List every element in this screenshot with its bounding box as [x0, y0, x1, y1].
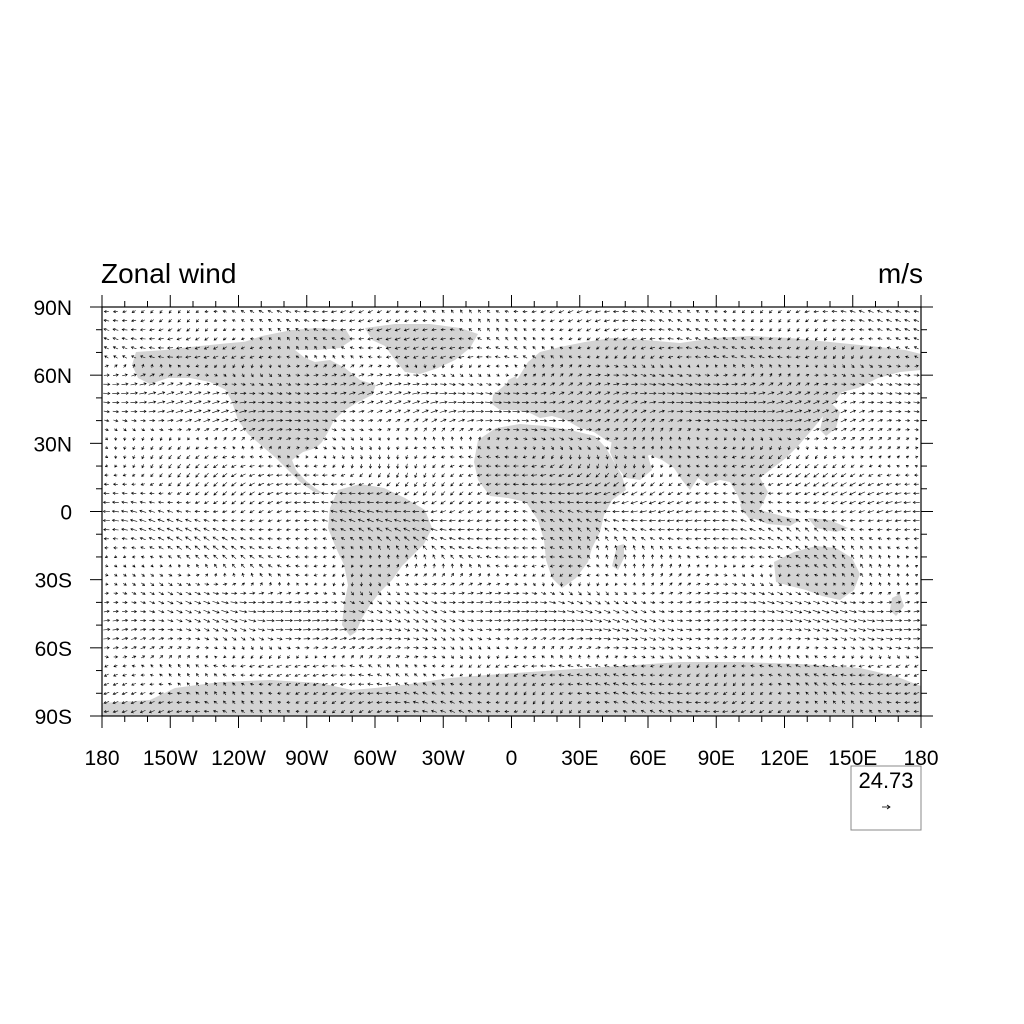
arabia-landmass: [610, 440, 652, 480]
y-tick-label: 60N: [33, 365, 72, 388]
new-zealand-landmass: [890, 594, 904, 616]
y-tick-label: 90N: [33, 297, 72, 320]
x-tick-label: 150E: [828, 747, 877, 770]
reference-vector-box: [850, 765, 922, 831]
y-tick-label: 60S: [35, 638, 72, 661]
x-tick-label: 90E: [698, 747, 735, 770]
indonesia-landmass: [740, 504, 800, 526]
x-tick-label: 60E: [629, 747, 666, 770]
y-tick-label: 0: [60, 502, 72, 525]
australia-landmass: [774, 546, 860, 600]
x-tick-label: 30W: [422, 747, 465, 770]
y-tick-label: 90S: [35, 706, 72, 729]
antarctica-landmass: [102, 662, 921, 716]
wind-vector-field: [102, 309, 921, 714]
south-america-landmass: [328, 484, 432, 636]
y-tick-label: 30N: [33, 433, 72, 456]
x-tick-label: 30E: [561, 747, 598, 770]
y-tick-labels: 90N 60N 30N 0 30S 60S 90S: [33, 297, 72, 729]
greenland-landmass: [365, 324, 478, 374]
axis-ticks: [90, 295, 933, 728]
africa-landmass: [474, 424, 626, 588]
x-tick-label: 0: [506, 747, 518, 770]
north-america-landmass: [132, 340, 376, 494]
x-tick-label: 150W: [143, 747, 198, 770]
arctic-islands-landmass: [238, 328, 352, 350]
x-tick-label: 120W: [211, 747, 266, 770]
reference-vector-arrow: [882, 804, 891, 810]
madagascar-landmass: [612, 544, 624, 570]
units-label: m/s: [877, 258, 923, 289]
british-isles-landmass: [506, 376, 518, 394]
x-tick-labels: 180 150W 120W 90W 60W 30W 0 30E 60E 90E 120E 150E 18…: [84, 747, 938, 770]
x-tick-label: 120E: [760, 747, 809, 770]
chart-title: Zonal wind: [101, 258, 237, 289]
wind-vectors: [102, 309, 921, 714]
reference-vector-magnitude: 24.73: [858, 768, 914, 793]
eurasia-landmass: [492, 336, 921, 522]
x-tick-label: 60W: [353, 747, 396, 770]
x-tick-label: 180: [84, 747, 119, 770]
reference-vector-frame: [850, 765, 922, 831]
x-tick-label: 90W: [285, 747, 328, 770]
y-tick-label: 30S: [35, 570, 72, 593]
x-tick-label: 180: [903, 747, 938, 770]
